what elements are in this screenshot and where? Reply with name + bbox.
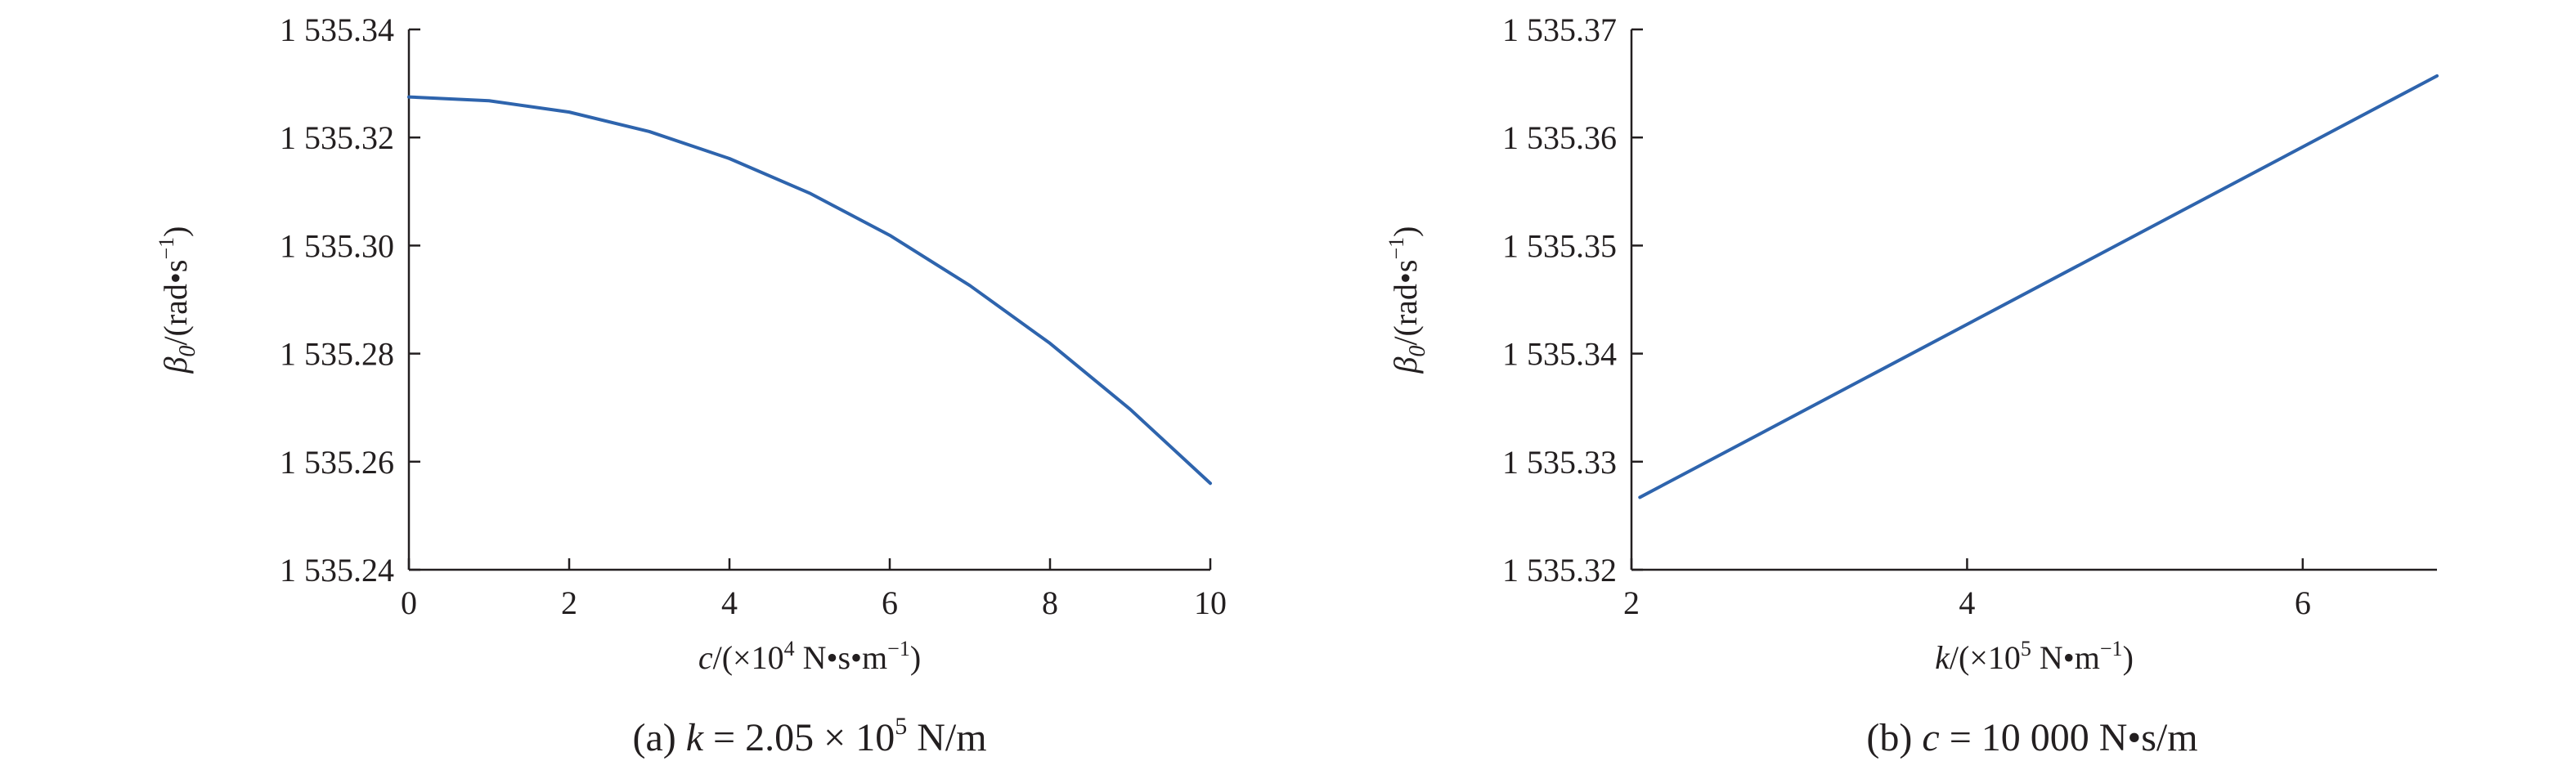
chartb-y-label-var: β [1387, 357, 1424, 374]
chartb-caption: (b) c = 10 000 N•s/m [1866, 716, 2197, 759]
charta-x-label-sup2: −1 [887, 637, 910, 660]
charta-y-axis-label: β0/(rad•s−1) [155, 226, 200, 374]
chartb-y-axis-label: β0/(rad•s−1) [1384, 226, 1430, 374]
charta-x-tick-label: 6 [882, 584, 898, 621]
charta-caption-space [676, 716, 686, 759]
charta-x-tick-label: 0 [401, 584, 417, 621]
charta-caption-text: = 2.05 × 10 [703, 716, 895, 759]
charta-caption-var: k [686, 716, 705, 759]
charta-panel: 1 535.24 1 535.26 1 535.28 1 535.30 1 535.32… [155, 11, 1227, 759]
charta-y-label-sub: 0 [175, 346, 200, 357]
charta-series-line [407, 95, 1212, 486]
chartb-y-tick-label: 1 535.36 [1502, 119, 1617, 156]
chartb-x-label-rest: N•m [2031, 639, 2100, 676]
charta-y-label-sup: −1 [155, 237, 178, 260]
charta-y-label-var: β [157, 357, 194, 374]
chartb-y-label-sup: −1 [1384, 237, 1408, 260]
charta-caption-label: (a) [632, 716, 675, 759]
charta-x-tick-label: 2 [561, 584, 577, 621]
chartb-y-tick-label: 1 535.37 [1502, 11, 1617, 48]
charta-x-axis-label: c/(×104 N•s•m−1) [698, 637, 921, 676]
charta-y-tick-label: 1 535.24 [280, 552, 394, 589]
chartb-y-label-text: /(rad•s [1387, 260, 1424, 346]
chartb-x-label-var: k [1935, 639, 1950, 676]
chartb-panel: 1 535.32 1 535.33 1 535.34 1 535.35 1 535.36… [1384, 11, 2439, 759]
chartb-y-label-close: ) [1387, 226, 1424, 237]
chartb-x-tick-label: 4 [1959, 584, 1975, 621]
charta-caption: (a) k = 2.05 × 105 N/m [632, 713, 986, 759]
charta-y-tick-label: 1 535.26 [280, 444, 394, 481]
chartb-x-label-sup: 5 [2021, 637, 2031, 660]
charta-x-label-close: ) [910, 639, 921, 676]
chartb-x-label-close: ) [2123, 639, 2134, 676]
charta-y-tick-label: 1 535.30 [280, 227, 394, 264]
chartb-x-tick-label: 2 [1623, 584, 1640, 621]
charta-x-label-var: c [698, 639, 713, 676]
chartb-x-label-text: /(×10 [1950, 639, 2021, 676]
chartb-series-line [1638, 74, 2439, 499]
chartb-caption-text: = 10 000 N•s/m [1940, 716, 2198, 759]
chartb-x-tick-label: 6 [2295, 584, 2311, 621]
chartb-y-tick-label: 1 535.34 [1502, 336, 1617, 373]
chartb-y-tick-label: 1 535.32 [1502, 552, 1617, 589]
charta-y-tick-label: 1 535.34 [280, 11, 394, 48]
chartb-y-tick-label: 1 535.33 [1502, 444, 1617, 481]
charta-y-label-text: /(rad•s [157, 260, 194, 346]
chartb-caption-label: (b) [1866, 716, 1912, 759]
charta-x-label-sup: 4 [784, 637, 795, 660]
charta-caption-sup: 5 [895, 713, 907, 740]
charta-caption-unit: N/m [907, 716, 986, 759]
charta-x-label-rest: N•s•m [795, 639, 888, 676]
chartb-y-tick-label: 1 535.35 [1502, 227, 1617, 264]
chartb-x-label-sup2: −1 [2100, 637, 2123, 660]
charta-x-label-text: /(×10 [713, 639, 784, 676]
charta-y-tick-label: 1 535.28 [280, 336, 394, 373]
charta-y-label-close: ) [157, 226, 194, 237]
charta-x-tick-label: 10 [1194, 584, 1227, 621]
charta-y-tick-label: 1 535.32 [280, 119, 394, 156]
charta-x-tick-label: 4 [721, 584, 738, 621]
chartb-y-label-sub: 0 [1405, 346, 1430, 357]
chartb-caption-space [1912, 716, 1922, 759]
charta-x-tick-label: 8 [1042, 584, 1058, 621]
chartb-caption-var: c [1922, 716, 1939, 759]
chartb-x-axis-label: k/(×105 N•m−1) [1935, 637, 2134, 676]
